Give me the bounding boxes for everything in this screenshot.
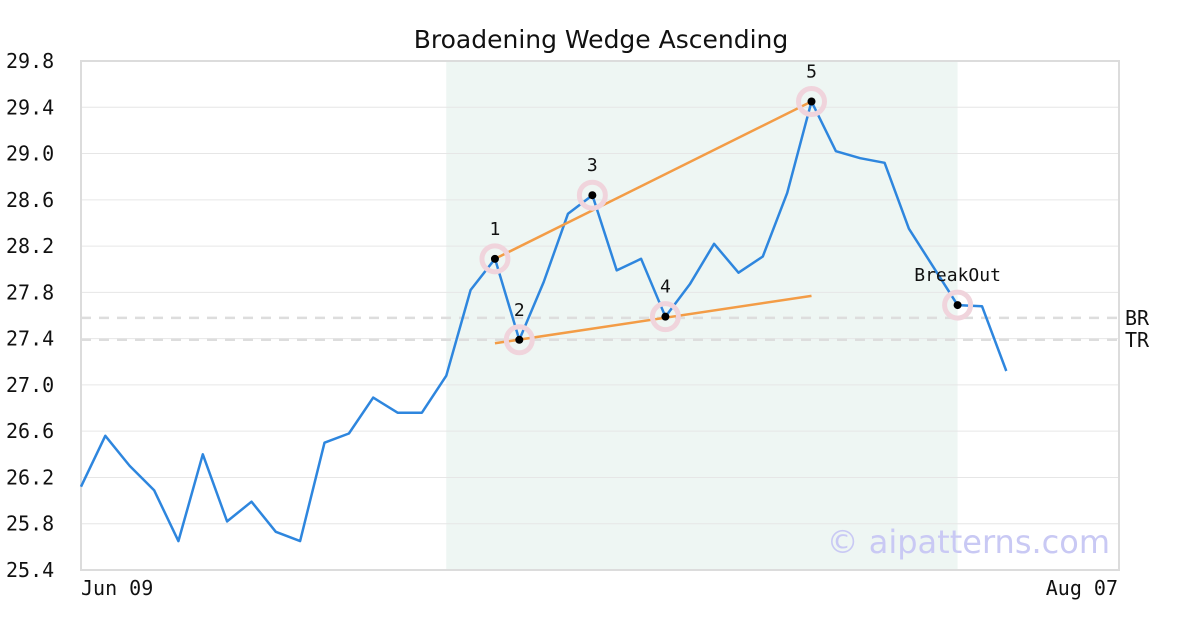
pivot-point-1	[490, 254, 499, 263]
pivot-point-5	[807, 97, 816, 106]
pivot-halo-1	[479, 243, 511, 275]
pivot-halo-4	[649, 301, 681, 333]
y-tick-label: 27.4	[6, 327, 54, 351]
chart-title: Broadening Wedge Ascending	[414, 25, 789, 54]
x-tick-label-end: Aug 07	[1046, 576, 1118, 600]
y-tick-label: 28.6	[6, 188, 54, 212]
y-tick-label: 26.6	[6, 419, 54, 443]
reference-label-br: BR	[1125, 306, 1150, 330]
pivot-point-breakout	[953, 301, 962, 310]
watermark: © aipatterns.com	[827, 523, 1110, 561]
reference-label-tr: TR	[1125, 328, 1150, 352]
x-tick-label-start: Jun 09	[81, 576, 153, 600]
y-tick-label: 25.8	[6, 512, 54, 536]
pivot-label-5: 5	[806, 61, 817, 82]
upper-trendline	[494, 100, 813, 260]
y-tick-label: 27.0	[6, 373, 54, 397]
y-tick-label: 26.2	[6, 465, 54, 489]
y-tick-label: 25.4	[6, 558, 54, 582]
pivot-label-2: 2	[514, 300, 525, 321]
y-tick-label: 27.8	[6, 280, 54, 304]
y-tick-label: 29.8	[6, 49, 54, 73]
y-tick-label: 28.2	[6, 234, 54, 258]
pivot-point-4	[661, 312, 670, 321]
plot-area: 25.4 25.8 26.2 26.6 27.0 27.4 27.8 28.2 28.6 29.0…	[6, 49, 1150, 582]
price-line	[79, 100, 1008, 543]
pivot-label-3: 3	[587, 155, 598, 176]
pivot-halo-3	[576, 179, 608, 211]
pivot-label-4: 4	[660, 277, 671, 298]
pivot-label-breakout: BreakOut	[914, 265, 1001, 286]
y-tick-label: 29.0	[6, 142, 54, 166]
pivot-halo-2	[503, 324, 535, 356]
plot-frame	[80, 60, 1120, 571]
pivot-point-3	[588, 191, 597, 200]
y-tick-label: 29.4	[6, 95, 54, 119]
pivot-point-2	[515, 335, 524, 344]
pivot-label-1: 1	[490, 219, 501, 240]
pivot-halo-5	[796, 85, 827, 117]
pivot-halo-breakout	[942, 289, 974, 321]
pattern-zone	[446, 61, 958, 570]
